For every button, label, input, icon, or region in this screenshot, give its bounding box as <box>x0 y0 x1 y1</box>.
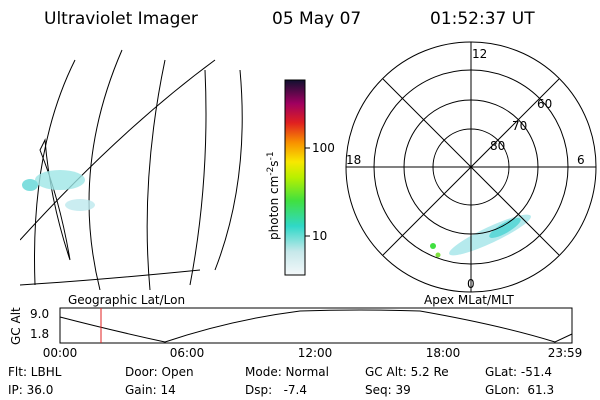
time-tick: 23:59 <box>548 346 583 360</box>
colorbar-tick: 10 <box>312 229 327 243</box>
altitude-tick: 9.0 <box>30 307 49 321</box>
time: 01:52:37 UT <box>430 9 535 29</box>
footer-field: Mode: Normal <box>245 365 329 379</box>
footer-field: Door: Open <box>125 365 194 379</box>
footer-field: Gain: 14 <box>125 383 176 397</box>
mlt-label: 12 <box>472 47 487 61</box>
left-panel-label: Geographic Lat/Lon <box>68 293 185 307</box>
mlt-label: 18 <box>346 153 361 167</box>
unit-part: s <box>267 160 281 166</box>
time-tick: 06:00 <box>170 346 205 360</box>
date: 05 May 07 <box>272 9 361 29</box>
unit-part: photon cm <box>267 176 281 240</box>
time-tick: 12:00 <box>298 346 333 360</box>
colorbar-unit: photon cm-2s-1 <box>266 151 281 240</box>
footer-field: GLon: 61.3 <box>485 383 554 397</box>
footer-field: Seq: 39 <box>365 383 411 397</box>
colorbar-tick: 100 <box>312 141 335 155</box>
colorbar <box>284 79 306 276</box>
geo-map <box>20 49 243 290</box>
altitude-tick: 1.8 <box>30 327 49 341</box>
footer-field: Flt: LBHL <box>8 365 62 379</box>
mlat-label: 60 <box>537 97 552 111</box>
footer-field: IP: 36.0 <box>8 383 53 397</box>
unit-exp: -2 <box>266 167 276 176</box>
mlat-label: 80 <box>490 139 505 153</box>
mlt-label: 6 <box>577 153 585 167</box>
time-tick: 00:00 <box>43 346 78 360</box>
unit-exp: -1 <box>266 151 276 160</box>
altitude-label: GC Alt <box>9 307 23 345</box>
title: Ultraviolet Imager <box>44 9 198 29</box>
polar-plot <box>345 41 597 293</box>
altitude-panel <box>59 307 573 344</box>
footer-field: GC Alt: 5.2 Re <box>365 365 449 379</box>
mlt-label: 0 <box>467 277 475 291</box>
footer-field: Dsp: -7.4 <box>245 383 307 397</box>
footer-field: GLat: -51.4 <box>485 365 552 379</box>
altitude-curve <box>59 309 573 343</box>
time-tick: 18:00 <box>426 346 461 360</box>
mlat-label: 70 <box>512 119 527 133</box>
right-panel-label: Apex MLat/MLT <box>424 293 514 307</box>
